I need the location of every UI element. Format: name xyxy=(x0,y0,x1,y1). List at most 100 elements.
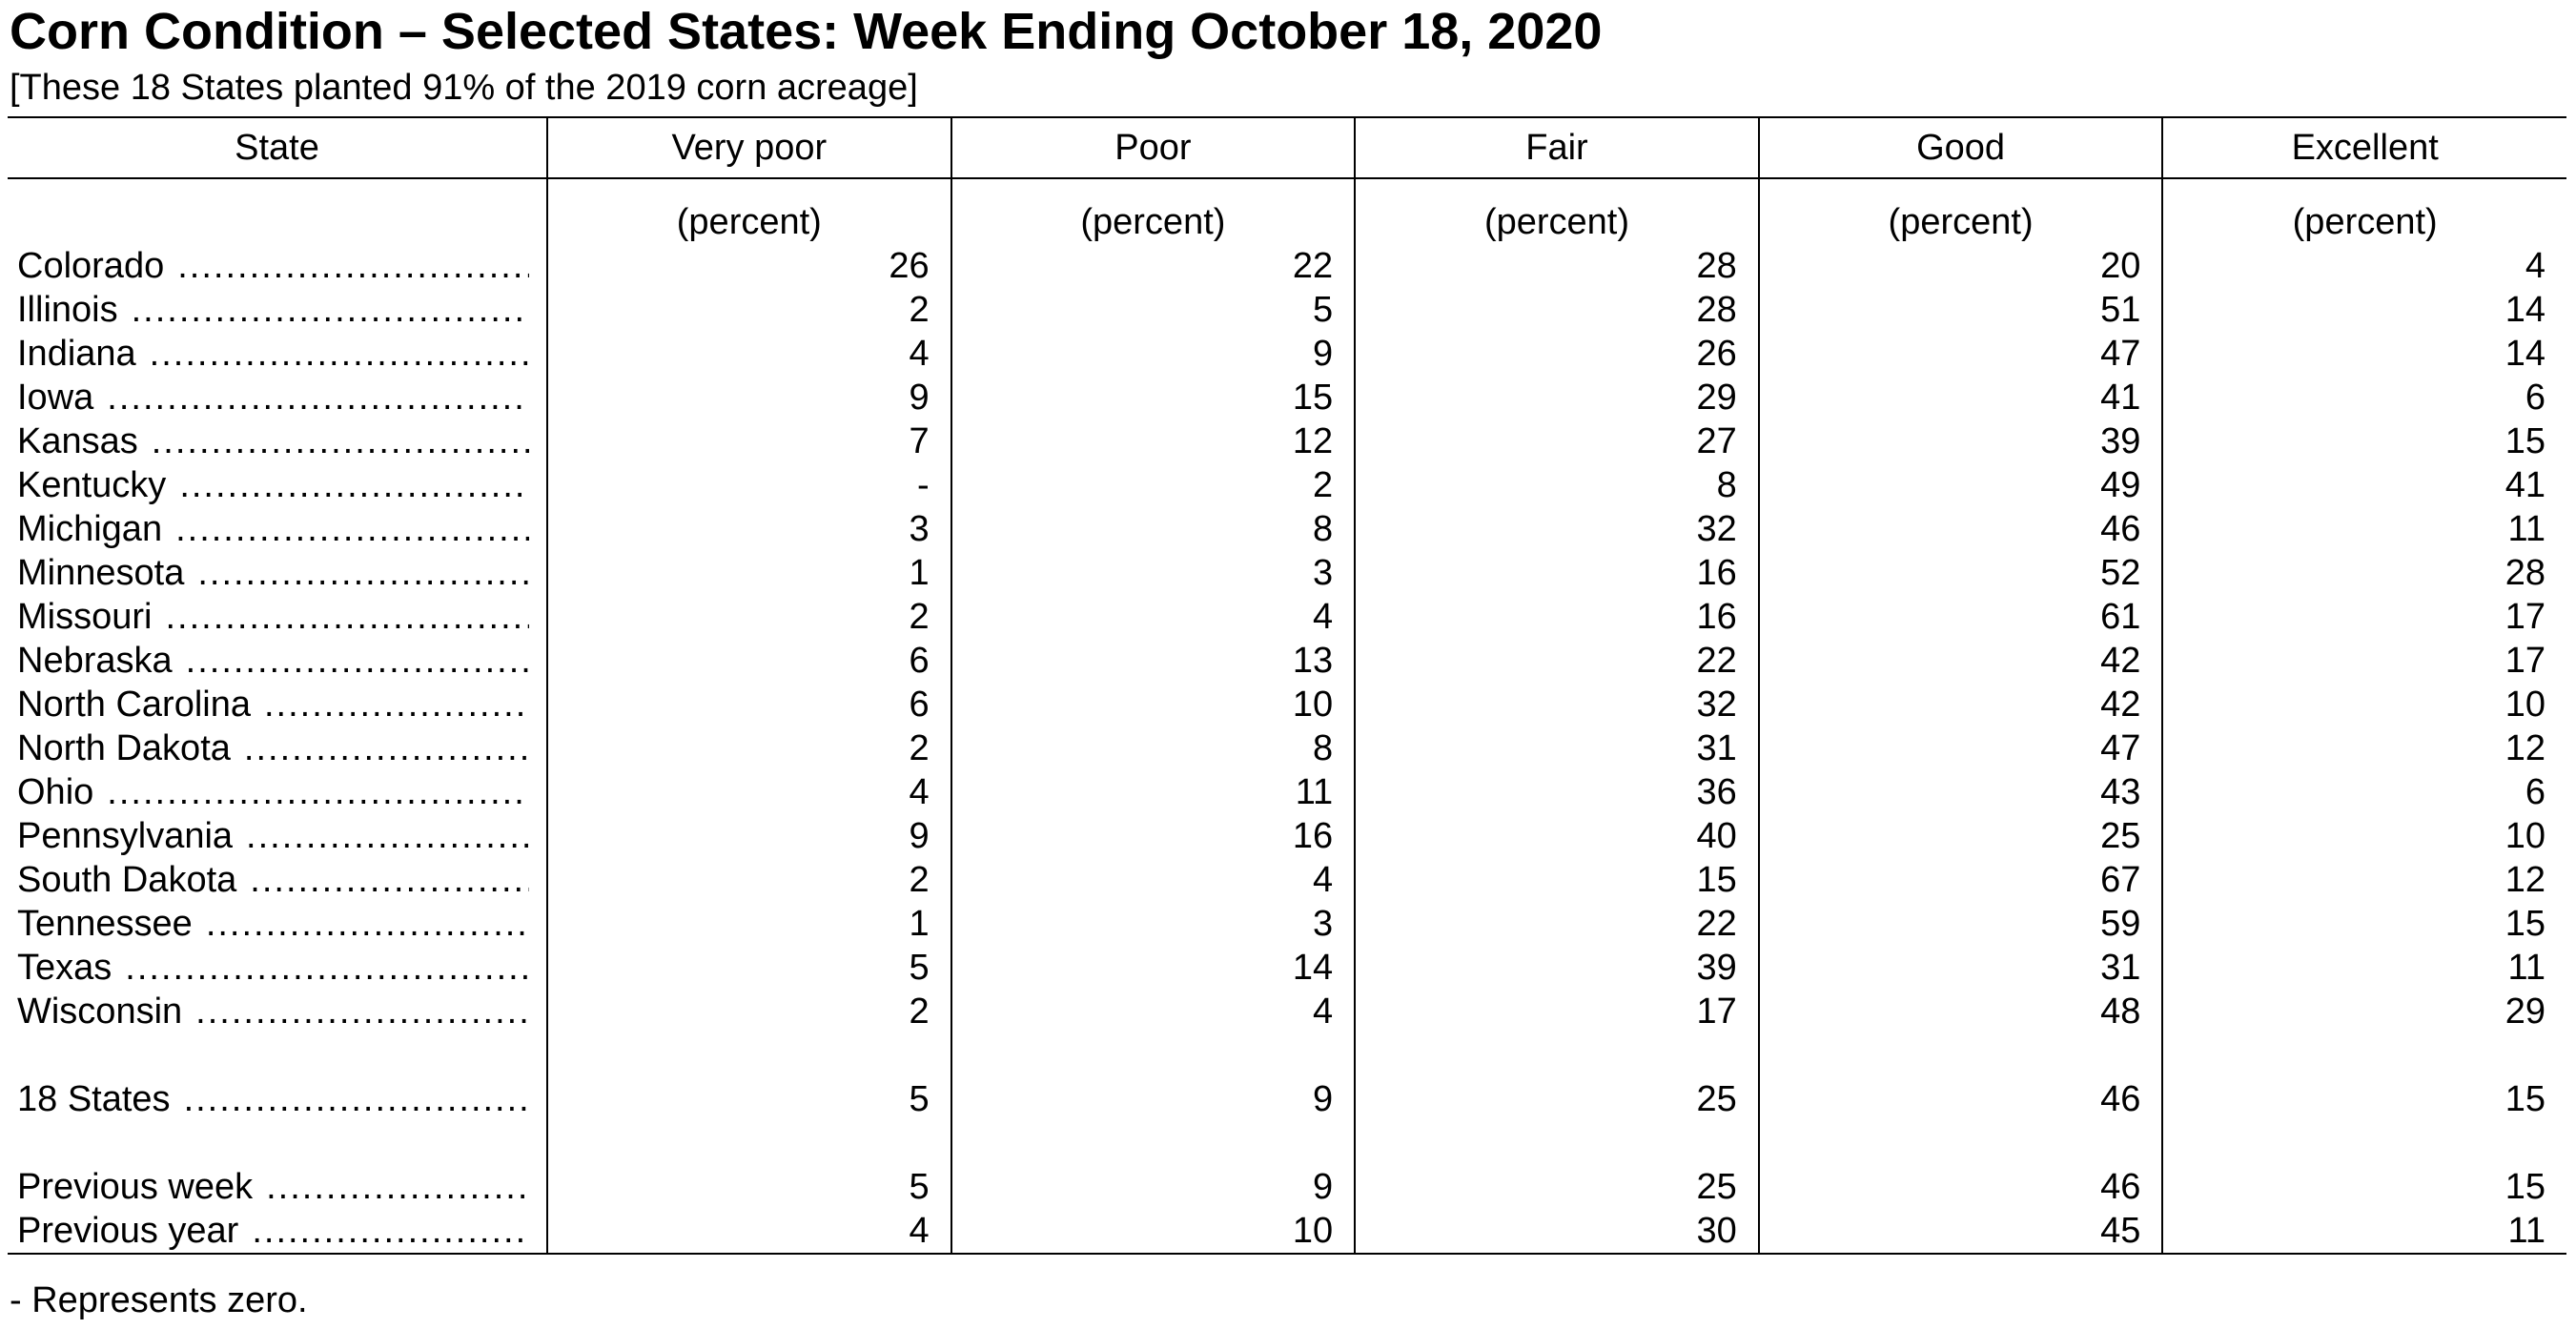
value-cell: 11 xyxy=(950,770,1356,814)
spacer-cell xyxy=(546,1033,951,1077)
column-header-poor: Poor xyxy=(950,116,1356,179)
value-cell: 26 xyxy=(546,244,951,288)
dot-leader xyxy=(177,244,529,288)
value-cell: 31 xyxy=(1354,726,1759,770)
value-cell: 6 xyxy=(546,683,951,726)
value-cell: 4 xyxy=(546,1209,951,1255)
state-cell: Colorado xyxy=(8,244,547,288)
value-cell: 17 xyxy=(2161,595,2566,639)
value-cell: 15 xyxy=(2161,1077,2566,1121)
value-cell: 8 xyxy=(1354,463,1759,507)
value-cell: 2 xyxy=(546,990,951,1033)
value-cell: 15 xyxy=(950,376,1356,419)
value-cell: 59 xyxy=(1757,902,2163,946)
value-cell: 10 xyxy=(950,683,1356,726)
value-cell: 67 xyxy=(1757,858,2163,902)
state-name: North Carolina xyxy=(17,685,251,725)
value-cell: - xyxy=(546,463,951,507)
value-cell: 30 xyxy=(1354,1209,1759,1255)
value-cell: 46 xyxy=(1757,1165,2163,1209)
state-cell: Nebraska xyxy=(8,639,547,683)
value-cell: 52 xyxy=(1757,551,2163,595)
state-cell: Wisconsin xyxy=(8,990,547,1033)
spacer-cell xyxy=(8,1033,547,1077)
spacer-cell xyxy=(1354,1033,1759,1077)
state-name: South Dakota xyxy=(17,860,237,900)
footnote: - Represents zero. xyxy=(10,1280,308,1320)
dot-leader xyxy=(132,288,529,332)
value-cell: 61 xyxy=(1757,595,2163,639)
unit-label: (percent) xyxy=(1757,178,2163,244)
value-cell: 22 xyxy=(1354,639,1759,683)
spacer-row xyxy=(8,1121,2566,1165)
value-cell: 32 xyxy=(1354,507,1759,551)
state-name: Pennsylvania xyxy=(17,816,234,856)
state-cell: Ohio xyxy=(8,770,547,814)
value-cell: 43 xyxy=(1757,770,2163,814)
table-header-row: State Very poor Poor Fair Good Excellent xyxy=(8,116,2566,179)
value-cell: 13 xyxy=(950,639,1356,683)
value-cell: 11 xyxy=(2161,1209,2566,1255)
column-header-state: State xyxy=(8,116,547,179)
state-cell: Previous year xyxy=(8,1209,547,1255)
state-cell: South Dakota xyxy=(8,858,547,902)
state-name: Nebraska xyxy=(17,641,173,681)
unit-label: (percent) xyxy=(950,178,1356,244)
value-cell: 17 xyxy=(2161,639,2566,683)
corn-condition-table: State Very poor Poor Fair Good Excellent… xyxy=(8,116,2566,1255)
state-cell: Illinois xyxy=(8,288,547,332)
state-cell: Kansas xyxy=(8,419,547,463)
value-cell: 46 xyxy=(1757,1077,2163,1121)
state-cell: Pennsylvania xyxy=(8,814,547,858)
value-cell: 9 xyxy=(950,1077,1356,1121)
value-cell: 2 xyxy=(950,463,1356,507)
value-cell: 16 xyxy=(1354,551,1759,595)
value-cell: 45 xyxy=(1757,1209,2163,1255)
column-header-very-poor: Very poor xyxy=(546,116,951,179)
value-cell: 4 xyxy=(2161,244,2566,288)
value-cell: 41 xyxy=(1757,376,2163,419)
value-cell: 16 xyxy=(950,814,1356,858)
unit-label: (percent) xyxy=(2161,178,2566,244)
value-cell: 12 xyxy=(2161,858,2566,902)
state-name: North Dakota xyxy=(17,728,231,768)
value-cell: 31 xyxy=(1757,946,2163,990)
state-name: Tennessee xyxy=(17,904,193,944)
value-cell: 1 xyxy=(546,551,951,595)
dot-leader xyxy=(175,507,529,551)
value-cell: 20 xyxy=(1757,244,2163,288)
dot-leader xyxy=(107,376,529,419)
state-cell: North Carolina xyxy=(8,683,547,726)
value-cell: 46 xyxy=(1757,507,2163,551)
value-cell: 12 xyxy=(2161,726,2566,770)
state-cell: Kentucky xyxy=(8,463,547,507)
value-cell: 9 xyxy=(950,1165,1356,1209)
dot-leader xyxy=(107,770,529,814)
value-cell: 15 xyxy=(1354,858,1759,902)
spacer-cell xyxy=(2161,1121,2566,1165)
state-name: Texas xyxy=(17,948,112,988)
dot-leader xyxy=(165,595,529,639)
state-cell: Indiana xyxy=(8,332,547,376)
column-header-fair: Fair xyxy=(1354,116,1759,179)
value-cell: 2 xyxy=(546,858,951,902)
value-cell: 17 xyxy=(1354,990,1759,1033)
state-name: Colorado xyxy=(17,246,165,286)
value-cell: 2 xyxy=(546,726,951,770)
value-cell: 3 xyxy=(546,507,951,551)
value-cell: 3 xyxy=(950,902,1356,946)
dot-leader xyxy=(244,726,529,770)
value-cell: 32 xyxy=(1354,683,1759,726)
dot-leader xyxy=(150,332,529,376)
spacer-cell xyxy=(546,1121,951,1165)
state-cell: Minnesota xyxy=(8,551,547,595)
value-cell: 1 xyxy=(546,902,951,946)
spacer-cell xyxy=(1757,1121,2163,1165)
